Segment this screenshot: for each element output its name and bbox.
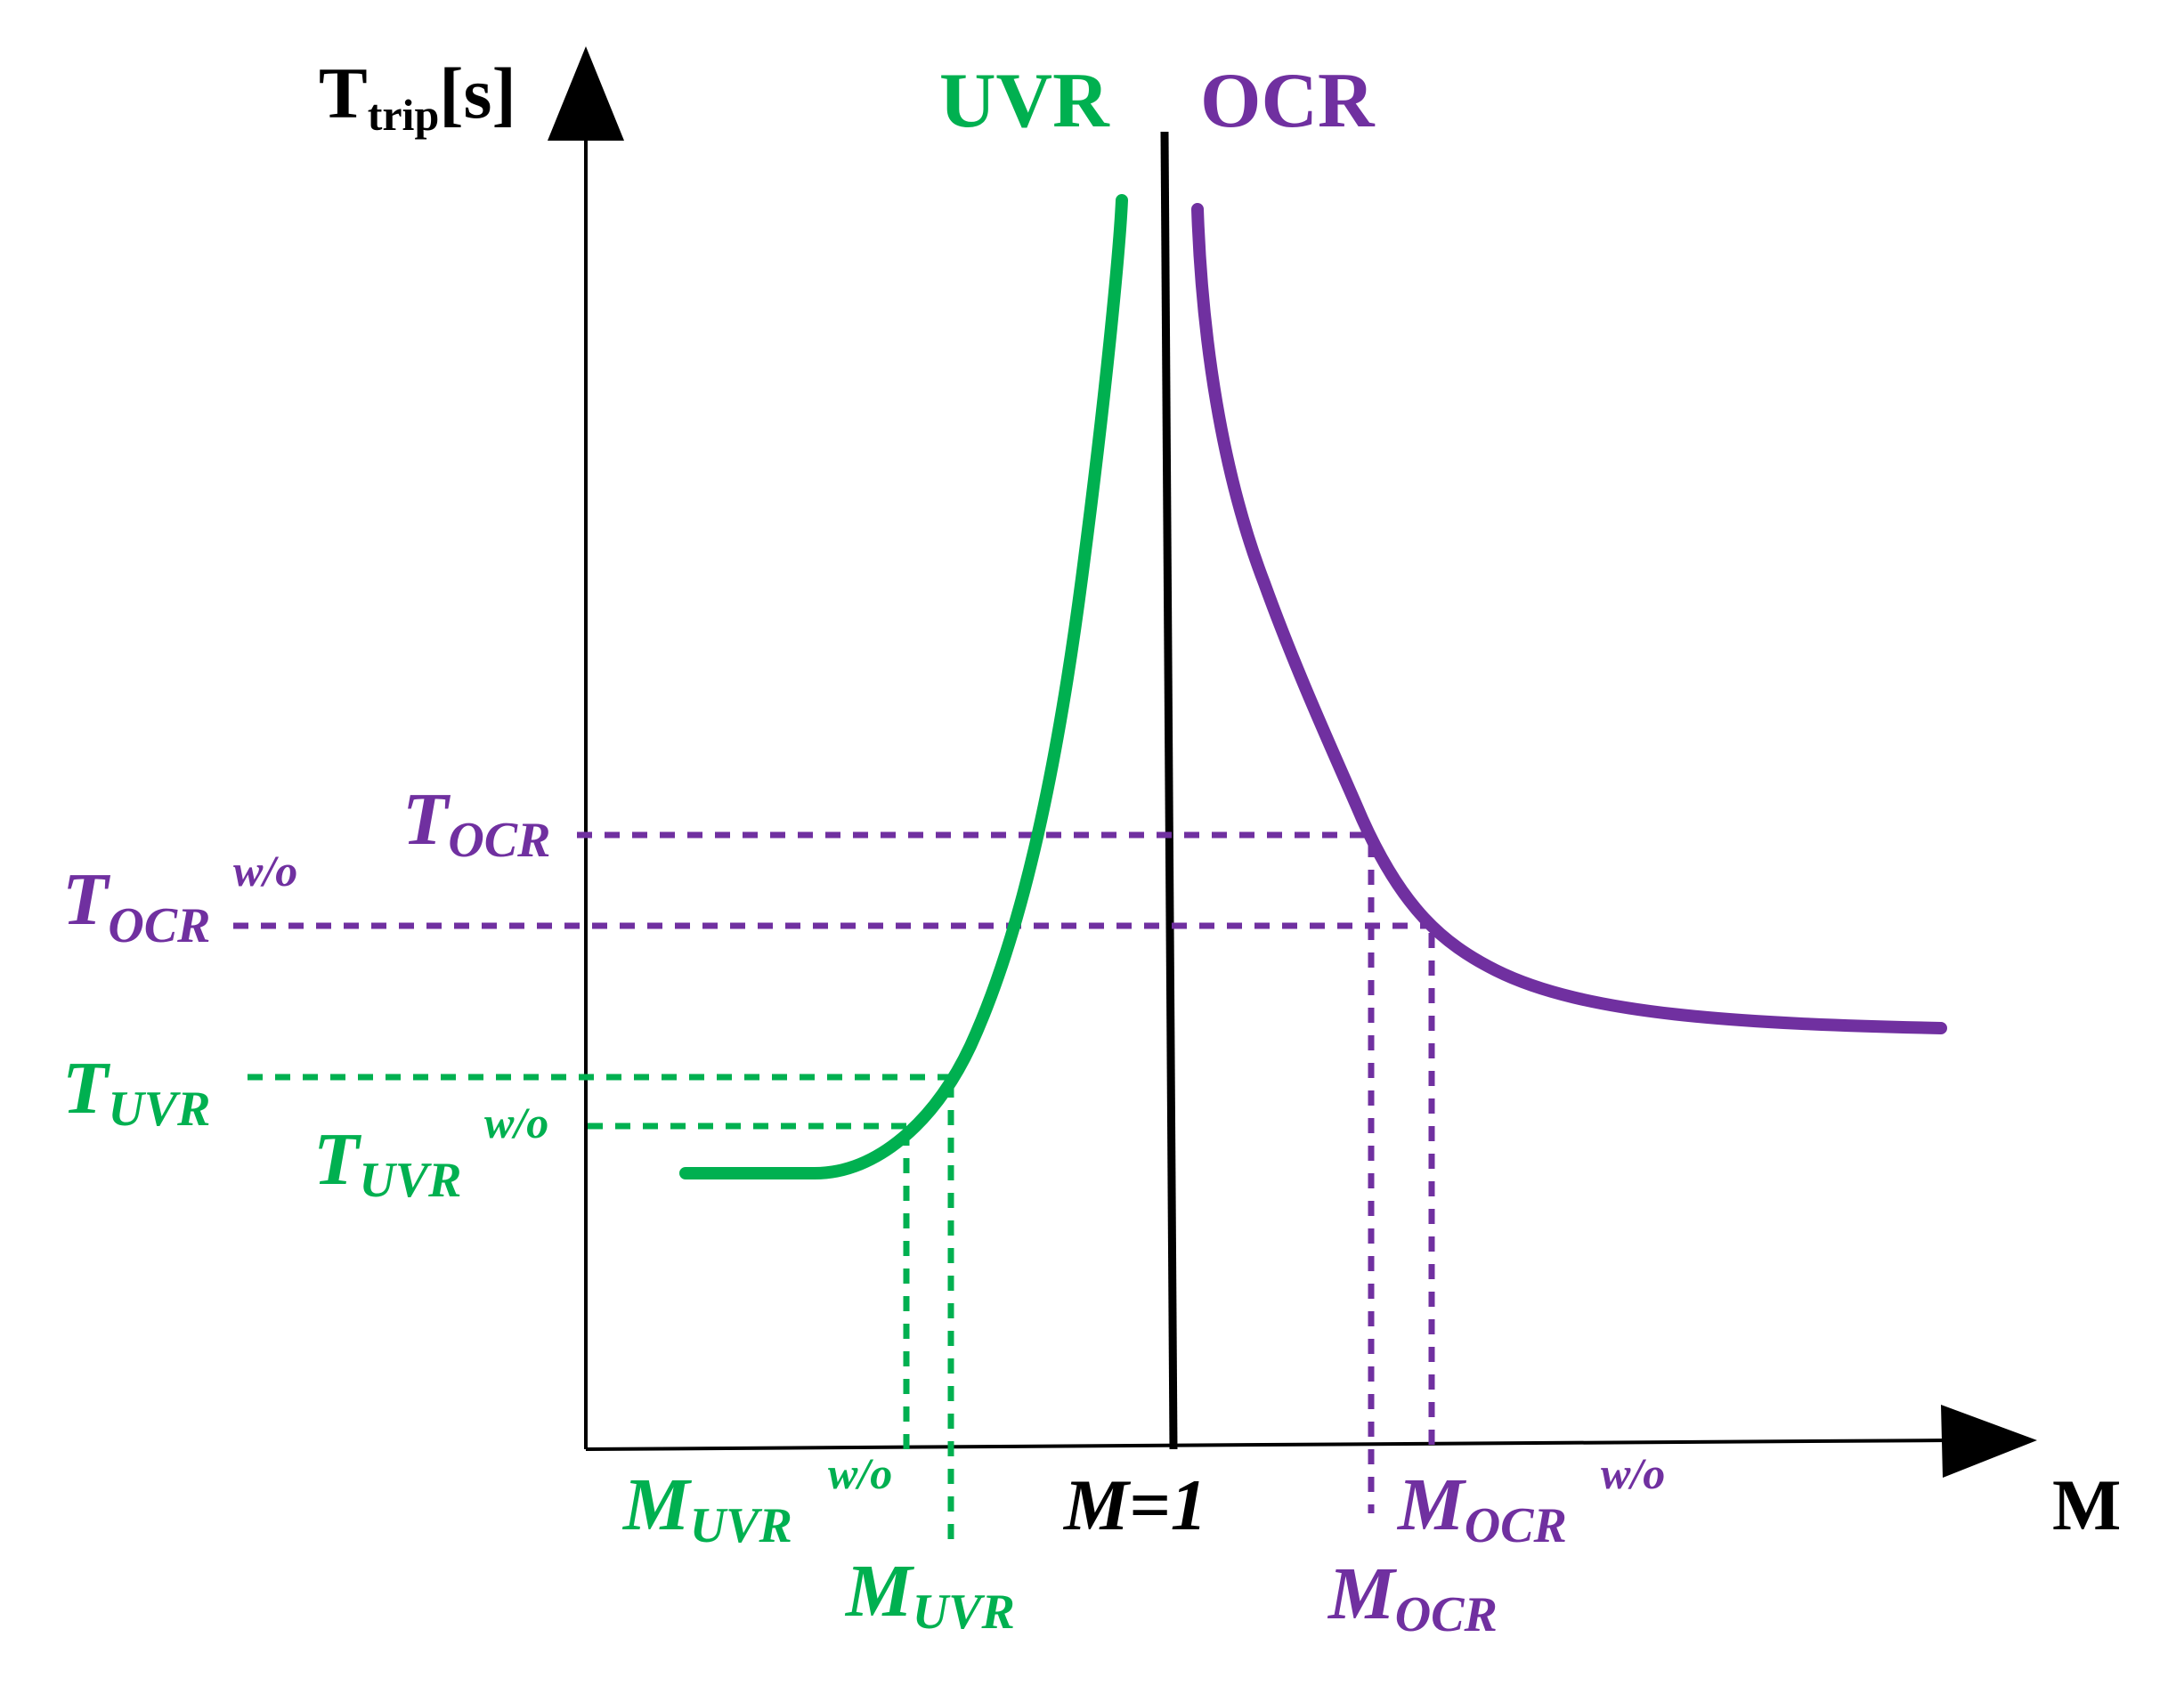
uvr-guides [248, 1074, 954, 1549]
t-uvr-wo-label: TUVR [313, 1118, 461, 1208]
m-ocr-label: MOCR [1327, 1552, 1498, 1642]
m-ocr-sub: OCR [1395, 1587, 1498, 1642]
m-ocr-main: M [1327, 1552, 1398, 1635]
y-axis-label-sub: trip [368, 90, 440, 140]
ocr-curve [1191, 203, 1947, 1034]
t-uvr-sub: UVR [108, 1082, 210, 1137]
t-uvr-wo-main: T [313, 1118, 362, 1201]
m-uvr-main: M [844, 1550, 915, 1633]
t-ocr-label: TOCR [402, 778, 550, 868]
t-ocr-sub: OCR [448, 813, 550, 868]
m-uvr-label: MUVR [844, 1550, 1015, 1640]
x-axis-label: M [2052, 1464, 2121, 1545]
m-ocr-wo-sub: OCR [1465, 1498, 1567, 1553]
ocr-guides [233, 831, 1435, 1513]
uvr-title: UVR [939, 58, 1110, 144]
m-ocr-wo-label: MOCR [1396, 1463, 1567, 1553]
t-ocr-wo-sup: w/o [233, 846, 297, 896]
m-uvr-wo-main: M [621, 1463, 693, 1546]
ocr-title: OCR [1200, 58, 1376, 144]
m-equals-one-label: M=1 [1062, 1464, 1207, 1545]
m-uvr-wo-sub: UVR [690, 1498, 792, 1553]
uvr-curve [679, 194, 1128, 1179]
t-ocr-main: T [402, 778, 451, 861]
y-axis-label-main: T [319, 53, 368, 134]
m-uvr-sub: UVR [913, 1585, 1015, 1640]
t-uvr-wo-sup: w/o [484, 1098, 548, 1147]
t-ocr-wo-sub: OCR [108, 898, 210, 953]
x-axis [585, 1439, 1951, 1451]
axes [548, 46, 2037, 1478]
t-uvr-label: TUVR [62, 1047, 210, 1137]
t-uvr-wo-sub: UVR [359, 1153, 461, 1208]
m-equals-one-line [1160, 131, 1178, 1450]
x-axis-arrowhead [1941, 1405, 2037, 1478]
m-uvr-wo-sup: w/o [828, 1448, 892, 1498]
m-uvr-wo-label: MUVR [621, 1463, 792, 1553]
t-ocr-wo-main: T [62, 858, 111, 941]
m-ocr-wo-sup: w/o [1601, 1448, 1665, 1498]
y-axis-label-unit: [s] [439, 53, 516, 134]
y-axis-label: Ttrip[s] [319, 53, 516, 140]
m-ocr-wo-main: M [1396, 1463, 1467, 1546]
y-axis-arrowhead [548, 46, 624, 141]
t-ocr-wo-label: TOCR [62, 858, 210, 953]
t-uvr-main: T [62, 1047, 111, 1130]
